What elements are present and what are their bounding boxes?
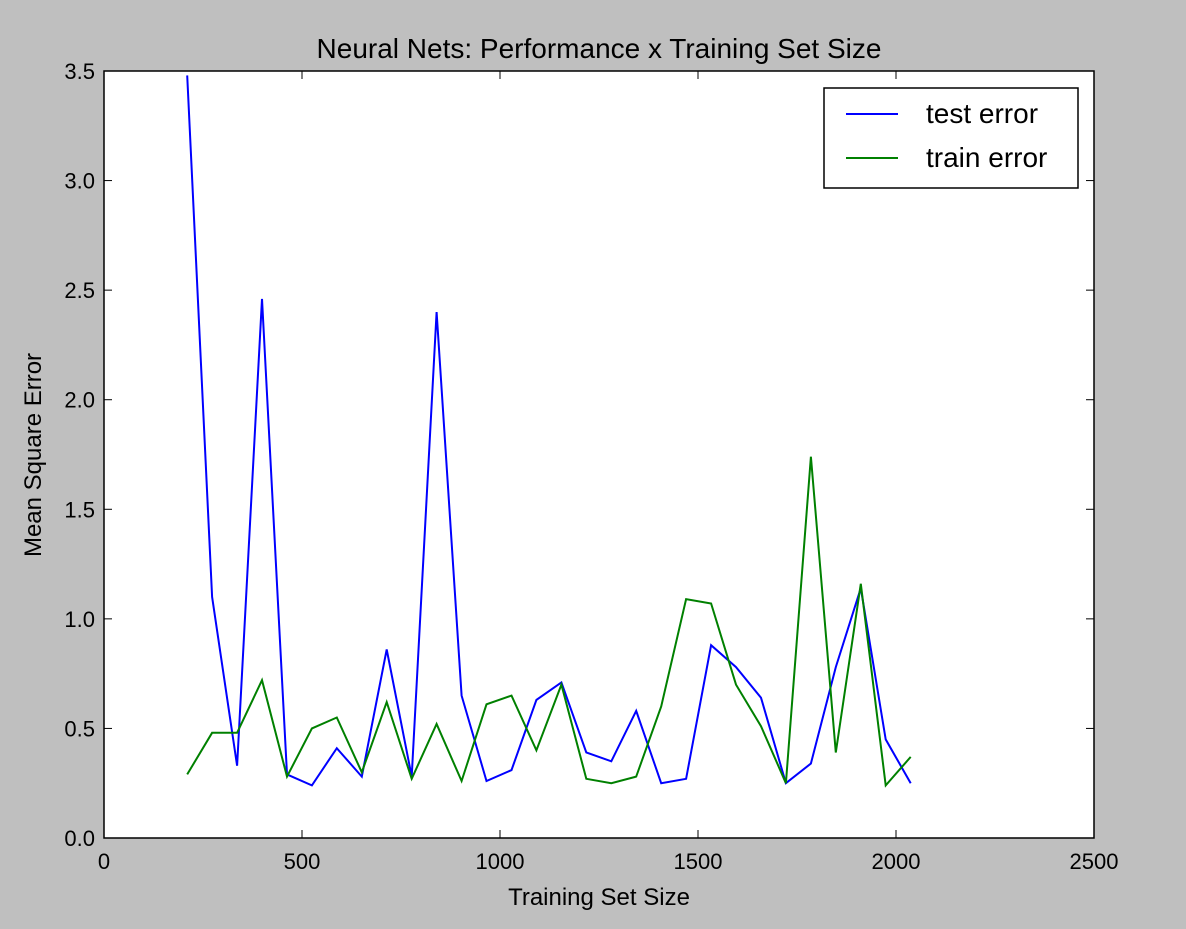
y-axis-label: Mean Square Error: [20, 353, 47, 557]
x-tick-label: 1000: [476, 849, 525, 874]
legend-train-error-label: train error: [926, 142, 1047, 173]
x-tick-label: 2000: [872, 849, 921, 874]
chart-title: Neural Nets: Performance x Training Set …: [317, 33, 882, 64]
x-tick-label: 500: [284, 849, 321, 874]
y-tick-label: 0.5: [64, 716, 95, 741]
x-tick-label: 0: [98, 849, 110, 874]
y-tick-label: 1.0: [64, 607, 95, 632]
y-tick-label: 2.5: [64, 278, 95, 303]
legend: test error train error: [824, 88, 1078, 188]
y-tick-label: 3.0: [64, 169, 95, 194]
y-tick-label: 0.0: [64, 826, 95, 851]
legend-test-error-label: test error: [926, 98, 1038, 129]
y-tick-label: 3.5: [64, 59, 95, 84]
x-tick-label: 1500: [674, 849, 723, 874]
y-tick-label: 2.0: [64, 388, 95, 413]
x-tick-label: 2500: [1070, 849, 1119, 874]
x-axis-label: Training Set Size: [508, 884, 690, 911]
y-tick-label: 1.5: [64, 497, 95, 522]
